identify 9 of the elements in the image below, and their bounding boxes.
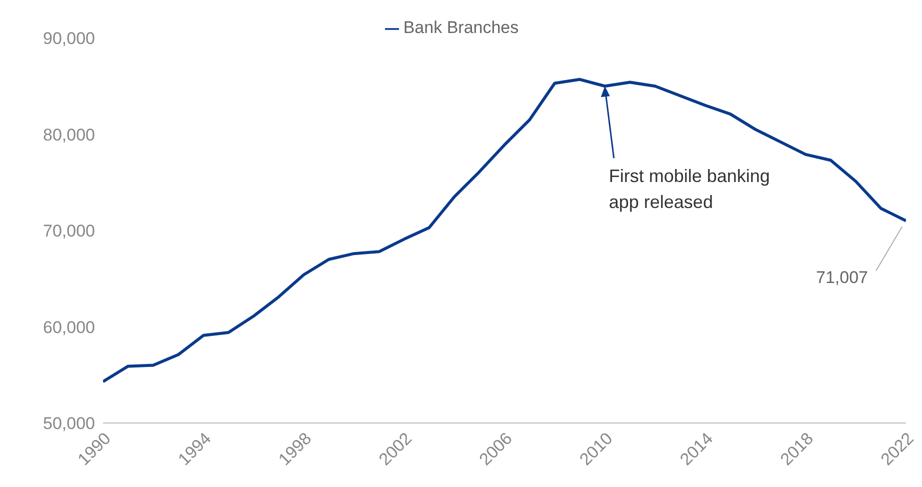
y-tick-label: 50,000 (43, 414, 95, 434)
legend-label: Bank Branches (403, 18, 519, 37)
y-tick-label: 60,000 (43, 318, 95, 337)
y-tick-label: 90,000 (43, 29, 95, 48)
line-series (103, 78, 906, 384)
annotation: First mobile banking app released (608, 166, 770, 212)
data-label: 71,007 (816, 268, 868, 287)
y-tick-label: 70,000 (43, 222, 95, 241)
y-tick-label: 80,000 (43, 125, 95, 144)
